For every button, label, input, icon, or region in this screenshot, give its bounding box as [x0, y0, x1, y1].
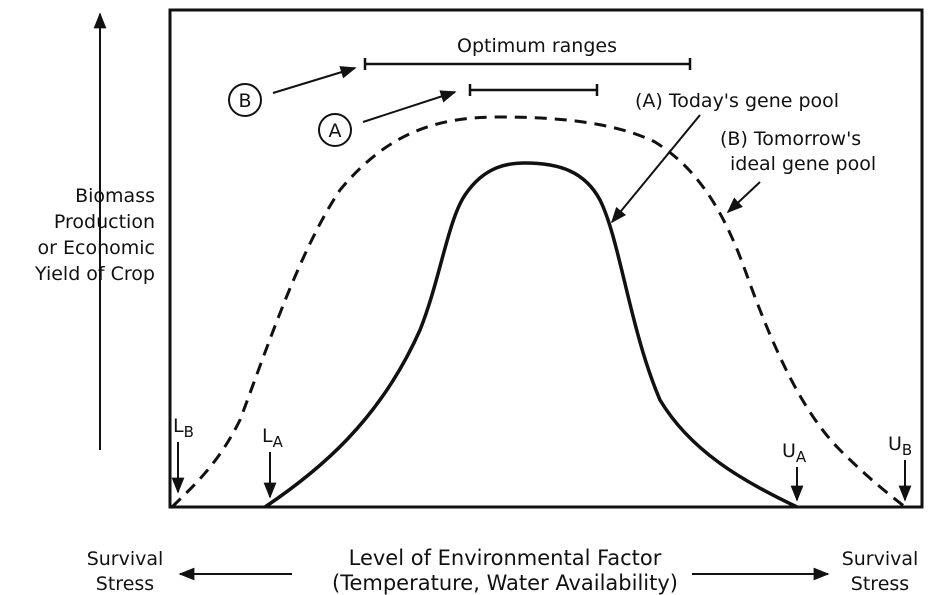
tomorrow-label: ideal gene pool	[730, 153, 876, 175]
left-end-label: Stress	[96, 573, 154, 595]
arrow-a	[362, 90, 457, 123]
limit-sub: A	[796, 448, 807, 466]
y-label-line: Production	[54, 211, 155, 233]
limit-main: U	[782, 440, 796, 462]
y-label-line: Yield of Crop	[34, 263, 155, 285]
range-a	[468, 84, 599, 96]
circle-b-label: B	[238, 90, 251, 112]
right-end-label: Survival	[842, 548, 919, 570]
limit-main: L	[173, 415, 184, 437]
limit-main: U	[888, 433, 902, 455]
right-end-label: Stress	[851, 573, 909, 595]
tomorrow-label: (B) Tomorrow's	[720, 128, 861, 150]
left-end-label: Survival	[87, 548, 164, 570]
y-label: Biomass Production or Economic Yield of …	[34, 185, 155, 285]
optimum-title: Optimum ranges	[457, 35, 617, 57]
limit-main: L	[262, 425, 273, 447]
arrow-b	[272, 66, 357, 94]
today-arrow	[610, 114, 701, 224]
ua-label: UA	[782, 440, 807, 466]
range-b	[363, 58, 692, 70]
y-label-line: or Economic	[38, 237, 155, 259]
x-label: Level of Environmental Factor	[349, 546, 662, 570]
tomorrow-curve	[170, 115, 906, 509]
limit-sub: B	[902, 441, 912, 459]
y-label-line: Biomass	[75, 185, 155, 207]
circle-b	[228, 83, 262, 117]
limit-sub: A	[273, 433, 284, 451]
lb-label: LB	[173, 415, 194, 441]
x-label: (Temperature, Water Availability)	[332, 571, 678, 595]
tomorrow-arrow	[726, 181, 761, 214]
circle-a	[318, 113, 352, 147]
today-label: (A) Today's gene pool	[635, 90, 839, 112]
today-curve	[264, 161, 798, 509]
plot-frame	[168, 8, 924, 509]
circle-a-label: A	[329, 120, 342, 142]
ub-label: UB	[888, 433, 912, 459]
la-label: LA	[262, 425, 284, 451]
limit-sub: B	[184, 423, 194, 441]
